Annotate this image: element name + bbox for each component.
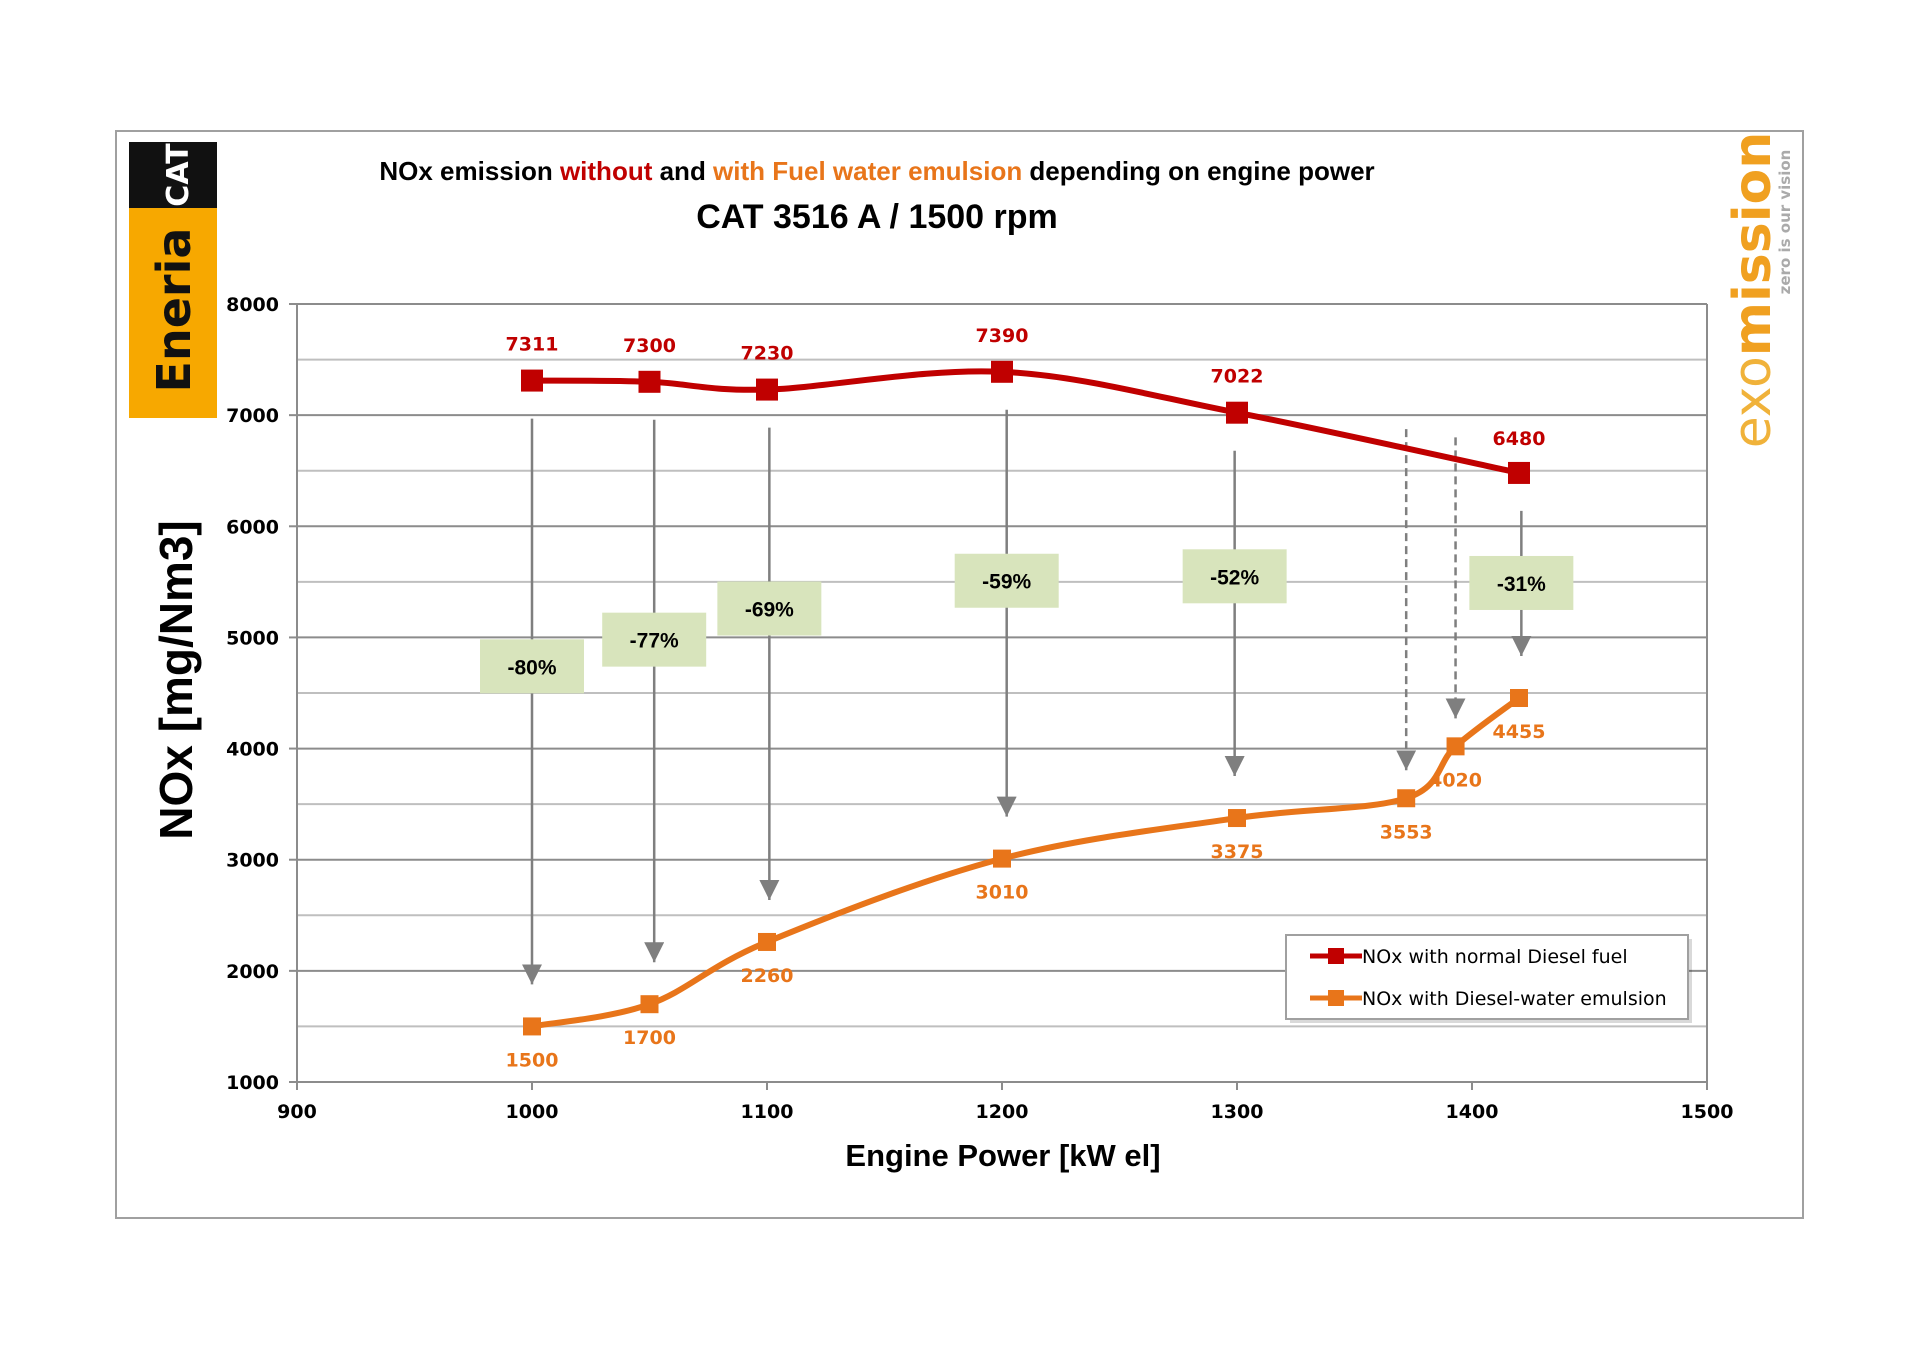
data-point <box>1228 809 1246 828</box>
reduction-label: -31% <box>1497 573 1546 596</box>
data-label: 3010 <box>976 882 1029 904</box>
reduction-label: -77% <box>630 630 679 653</box>
data-point <box>1226 401 1248 424</box>
legend-marker <box>1328 948 1344 964</box>
x-tick-label: 1300 <box>1211 1101 1264 1123</box>
svg-text:zero is our vision: zero is our vision <box>1776 150 1794 295</box>
data-label: 3553 <box>1380 821 1433 843</box>
x-tick-label: 1200 <box>976 1101 1029 1123</box>
data-label: 2260 <box>741 965 794 987</box>
legend-label: NOx with Diesel-water emulsion <box>1362 988 1667 1010</box>
data-label: 7022 <box>1211 366 1264 388</box>
exomission-logo: exomission zero is our vision <box>1723 132 1794 449</box>
data-point <box>638 370 661 393</box>
reduction-box <box>1469 555 1574 610</box>
data-label: 4020 <box>1429 769 1482 791</box>
data-label: 6480 <box>1493 428 1546 450</box>
x-tick-label: 1500 <box>1681 1101 1734 1123</box>
reduction-box <box>717 581 822 636</box>
reduction-box <box>954 553 1059 608</box>
y-tick-label: 1000 <box>226 1072 279 1094</box>
series-line-emulsion <box>531 695 1521 1030</box>
reduction-label: -80% <box>507 656 556 679</box>
y-tick-label: 5000 <box>226 627 279 649</box>
data-point <box>640 995 659 1014</box>
chart-frame <box>115 130 1804 1219</box>
svg-text:Eneria: Eneria <box>147 228 201 393</box>
y-tick-label: 7000 <box>226 405 279 427</box>
y-tick-label: 6000 <box>226 516 279 538</box>
data-label: 4455 <box>1493 721 1546 743</box>
reduction-box <box>480 639 584 694</box>
legend-label: NOx with normal Diesel fuel <box>1362 946 1628 968</box>
data-label: 7230 <box>741 343 794 365</box>
x-tick-label: 900 <box>277 1101 317 1123</box>
data-label: 3375 <box>1211 841 1264 863</box>
x-tick-label: 1400 <box>1446 1101 1499 1123</box>
x-tick-label: 1000 <box>506 1101 559 1123</box>
data-point <box>1508 461 1530 484</box>
y-tick-label: 2000 <box>226 961 279 983</box>
y-tick-label: 8000 <box>226 294 279 316</box>
data-point <box>758 932 776 951</box>
x-axis-label: Engine Power [kW el] <box>845 1138 1160 1173</box>
data-point <box>1446 737 1465 756</box>
reduction-box <box>602 612 707 667</box>
chart-subtitle: CAT 3516 A / 1500 rpm <box>696 198 1058 236</box>
x-tick-label: 1100 <box>741 1101 794 1123</box>
reduction-label: -59% <box>982 571 1031 594</box>
legend <box>1285 934 1689 1020</box>
y-axis-label: NOx [mg/Nm3] <box>150 520 202 839</box>
eneria-cat-logo: CAT Eneria <box>129 142 217 418</box>
data-point <box>1397 789 1416 808</box>
chart-title: NOx emission without and with Fuel water… <box>379 156 1374 186</box>
reduction-box <box>1182 549 1287 604</box>
data-label: 7311 <box>506 334 559 356</box>
data-point <box>523 1017 541 1036</box>
data-point <box>993 849 1011 868</box>
reduction-label: -52% <box>1210 566 1259 589</box>
svg-text:exomission: exomission <box>1723 132 1783 449</box>
data-point <box>991 360 1013 383</box>
data-point <box>521 369 543 392</box>
data-label: 7300 <box>623 335 676 357</box>
data-label: 7390 <box>976 325 1029 347</box>
data-label: 1700 <box>623 1027 676 1049</box>
svg-text:CAT: CAT <box>161 143 196 207</box>
y-tick-label: 4000 <box>226 739 279 761</box>
data-label: 1500 <box>506 1049 559 1071</box>
y-tick-label: 3000 <box>226 850 279 872</box>
reduction-label: -69% <box>745 599 794 622</box>
legend-marker <box>1328 990 1344 1006</box>
data-point <box>1510 689 1528 708</box>
data-point <box>756 378 778 401</box>
